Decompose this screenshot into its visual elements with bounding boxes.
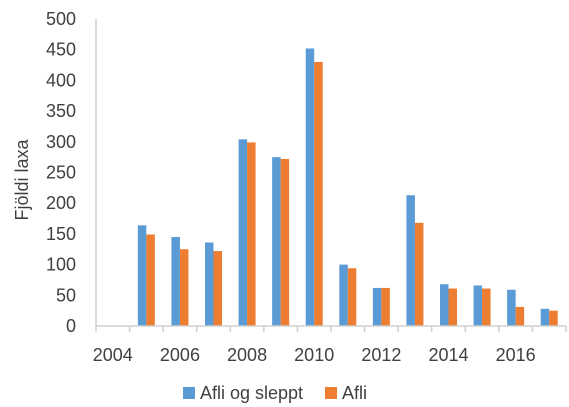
x-axis-tick-labels: 2004 2006 2008 2010 2012 2014 2016 [93, 345, 536, 365]
x-tick-label: 2012 [361, 345, 401, 365]
bar-afli-og-sleppt-2010 [305, 48, 315, 326]
legend-swatch-afli [325, 387, 337, 399]
bar-afli-2005 [146, 234, 155, 326]
y-tick-label: 200 [46, 193, 76, 213]
bar-afli-2012 [381, 287, 390, 326]
y-tick-label: 450 [46, 40, 76, 60]
x-tick-label: 2008 [227, 345, 267, 365]
x-tick-label: 2006 [160, 345, 200, 365]
bar-afli-og-sleppt-2005 [137, 225, 147, 326]
bar-afli-2011 [347, 268, 357, 326]
x-tick-label: 2004 [93, 345, 133, 365]
bar-afli-og-sleppt-2016 [507, 289, 516, 326]
y-tick-label: 500 [46, 9, 76, 29]
y-axis-tick-labels: 0 50 100 150 200 250 300 350 400 450 500 [46, 9, 76, 336]
bar-afli-2013 [414, 222, 424, 326]
legend: Afli og sleppt Afli [183, 383, 367, 403]
y-tick-label: 0 [66, 316, 76, 336]
bar-afli-2015 [482, 288, 491, 326]
y-tick-label: 50 [56, 285, 76, 305]
bar-afli-og-sleppt-2014 [440, 284, 449, 326]
bar-afli-2006 [179, 249, 189, 326]
bar-afli-2008 [247, 142, 256, 326]
bar-afli-2009 [280, 158, 290, 326]
legend-label-afli: Afli [342, 383, 367, 403]
bar-afli-og-sleppt-2006 [171, 236, 180, 326]
y-tick-label: 250 [46, 163, 76, 183]
bar-afli-2016 [515, 306, 525, 326]
x-tick-label: 2014 [428, 345, 468, 365]
bar-afli-og-sleppt-2008 [238, 139, 248, 326]
bar-afli-2017 [549, 310, 558, 326]
bar-afli-og-sleppt-2013 [406, 195, 415, 326]
y-tick-label: 300 [46, 132, 76, 152]
x-tick-label: 2016 [496, 345, 536, 365]
bar-afli-og-sleppt-2015 [473, 285, 483, 326]
y-axis-title: Fjöldi laxa [12, 138, 32, 220]
bar-afli-og-sleppt-2017 [540, 308, 550, 326]
bar-afli-og-sleppt-2009 [272, 157, 281, 326]
x-tick-label: 2010 [294, 345, 334, 365]
y-tick-label: 400 [46, 70, 76, 90]
bar-afli-2007 [213, 251, 222, 326]
y-tick-label: 350 [46, 101, 76, 121]
bar-afli-og-sleppt-2007 [205, 242, 214, 326]
bar-afli-og-sleppt-2012 [372, 287, 382, 326]
bars [137, 48, 558, 326]
bar-afli-og-sleppt-2011 [339, 264, 348, 326]
bar-afli-2014 [448, 288, 457, 326]
bar-afli-2010 [314, 61, 323, 326]
x-axis-ticks [95, 326, 567, 332]
legend-swatch-afli-og-sleppt [183, 387, 195, 399]
legend-label-afli-og-sleppt: Afli og sleppt [200, 383, 303, 403]
y-tick-label: 100 [46, 255, 76, 275]
y-tick-label: 150 [46, 224, 76, 244]
